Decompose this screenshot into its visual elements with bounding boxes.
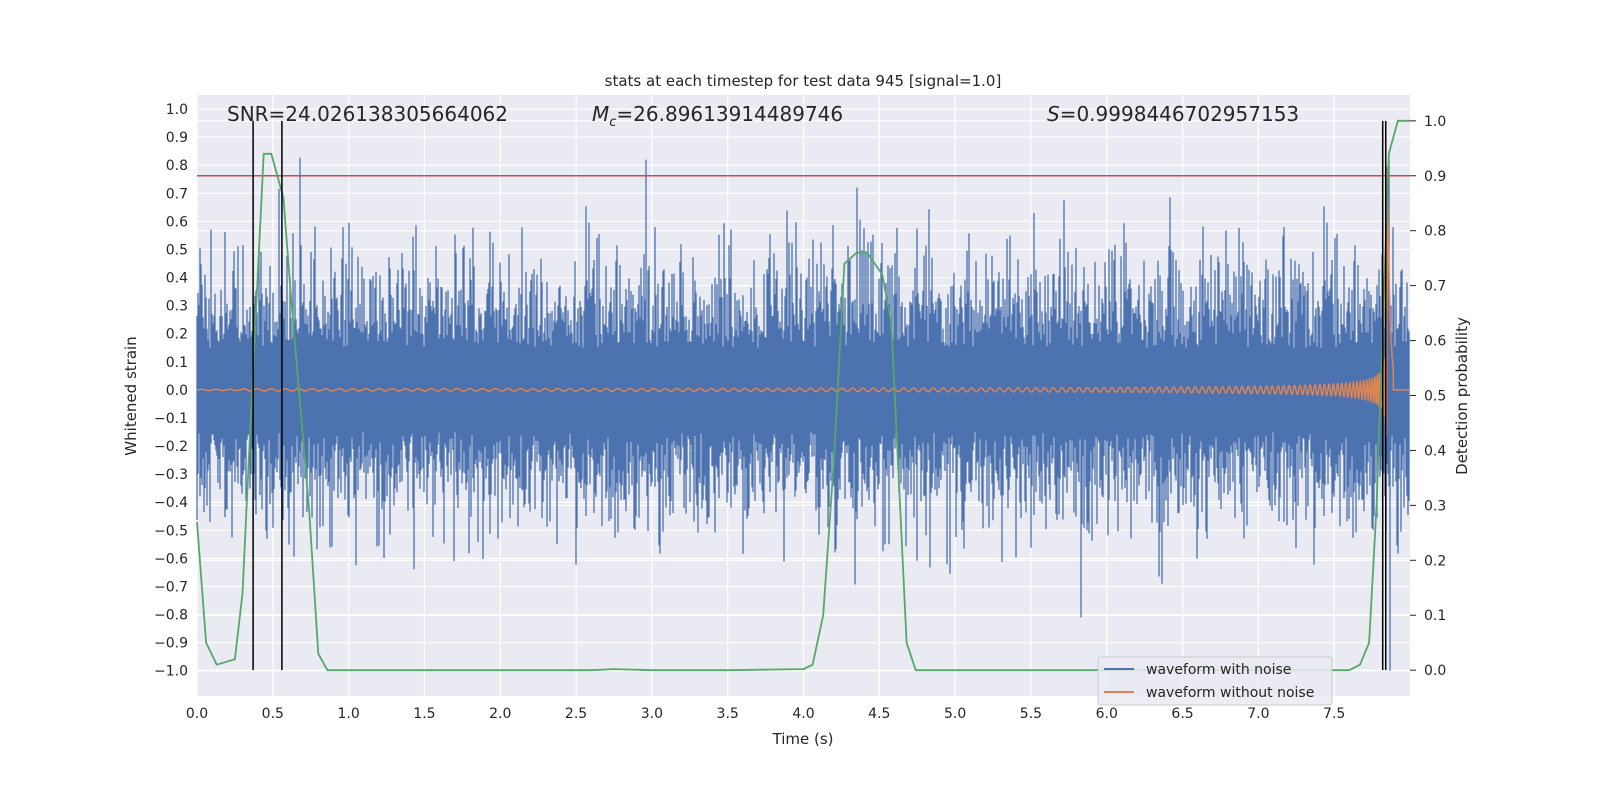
y-tick-label: 0.1 [166, 355, 188, 371]
y2-tick-label: 0.6 [1424, 334, 1446, 350]
x-tick-label: 1.5 [413, 706, 435, 722]
x-tick-label: 5.5 [1020, 706, 1042, 722]
y-tick-label: 0.6 [166, 214, 188, 230]
y2-axis-label: Detection probability [1453, 317, 1471, 475]
x-tick-label: 6.5 [1171, 706, 1193, 722]
x-tick-label: 2.0 [489, 706, 511, 722]
y2-ticks: 1.0 0.9 0.8 0.7 0.6 0.5 0.4 0.3 0.2 0.1 0.0 [1410, 114, 1446, 679]
y2-tick-label: 0.0 [1424, 663, 1446, 679]
y-tick-label: 0.9 [166, 130, 188, 146]
y-tick-label: 1.0 [166, 102, 188, 118]
y2-tick-label: 0.2 [1424, 553, 1446, 569]
y-tick-label: −0.6 [154, 551, 188, 567]
x-tick-label: 0.5 [262, 706, 284, 722]
vertical-markers [252, 120, 1387, 671]
y-tick-label: 0.4 [166, 271, 188, 287]
score-annotation: S=0.9998446702957153 [1047, 102, 1299, 126]
x-tick-label: 2.5 [565, 706, 587, 722]
y-tick-label: 0.3 [166, 299, 188, 315]
chirp-mass-annotation: Mc=26.89613914489746 [592, 102, 843, 130]
x-tick-label: 6.0 [1096, 706, 1118, 722]
noisy-waveform-path [196, 151, 1410, 671]
series-waveform-without-noise [196, 166, 1410, 437]
y2-tick-label: 0.8 [1424, 224, 1446, 240]
y-tick-label: 0.2 [166, 327, 188, 343]
x-axis-label: Time (s) [772, 730, 834, 748]
legend-box [1097, 656, 1333, 706]
y-ticks: 1.0 0.9 0.8 0.7 0.6 0.5 0.4 0.3 0.2 0.1 0.0 −0.1 −0.… [154, 102, 188, 680]
y-tick-label: 0.7 [166, 186, 188, 202]
y-tick-label: −0.8 [154, 608, 188, 624]
y-tick-label: −0.2 [154, 439, 188, 455]
legend-label-clean: waveform without noise [1146, 685, 1314, 701]
y-tick-label: −0.9 [154, 636, 188, 652]
x-tick-label: 4.5 [868, 706, 890, 722]
y-tick-label: 0.0 [166, 383, 188, 399]
x-tick-label: 1.0 [337, 706, 359, 722]
x-tick-label: 0.0 [186, 706, 208, 722]
x-tick-label: 7.0 [1247, 706, 1269, 722]
y2-tick-label: 0.4 [1424, 443, 1446, 459]
legend: waveform with noise waveform without noi… [1097, 656, 1333, 706]
series-waveform-with-noise [196, 151, 1410, 671]
y-tick-label: −1.0 [154, 664, 188, 680]
snr-annotation: SNR=24.026138305664062 [227, 102, 508, 126]
y2-tick-label: 0.7 [1424, 279, 1446, 295]
clean-waveform-path [196, 166, 1410, 437]
y2-tick-label: 1.0 [1424, 114, 1446, 130]
y-tick-label: 0.8 [166, 158, 188, 174]
y-axis-label: Whitened strain [122, 336, 140, 455]
x-tick-label: 4.0 [792, 706, 814, 722]
y2-tick-label: 0.9 [1424, 169, 1446, 185]
legend-label-noise: waveform with noise [1146, 662, 1291, 678]
y-tick-label: −0.1 [154, 411, 188, 427]
x-tick-label: 3.0 [641, 706, 663, 722]
y-tick-label: −0.4 [154, 495, 188, 511]
y-tick-label: −0.5 [154, 523, 188, 539]
chart-title: stats at each timestep for test data 945… [605, 72, 1002, 90]
x-ticks: 0.0 0.5 1.0 1.5 2.0 2.5 3.0 3.5 4.0 4.5 5.0 5.5 6.0 6… [186, 706, 1345, 722]
y-tick-label: 0.5 [166, 242, 188, 258]
y2-tick-label: 0.3 [1424, 498, 1446, 514]
y-tick-label: −0.7 [154, 579, 188, 595]
y-tick-label: −0.3 [154, 467, 188, 483]
x-tick-label: 3.5 [717, 706, 739, 722]
y2-tick-label: 0.1 [1424, 608, 1446, 624]
x-tick-label: 5.0 [944, 706, 966, 722]
x-tick-label: 7.5 [1323, 706, 1345, 722]
y2-tick-label: 0.5 [1424, 389, 1446, 405]
